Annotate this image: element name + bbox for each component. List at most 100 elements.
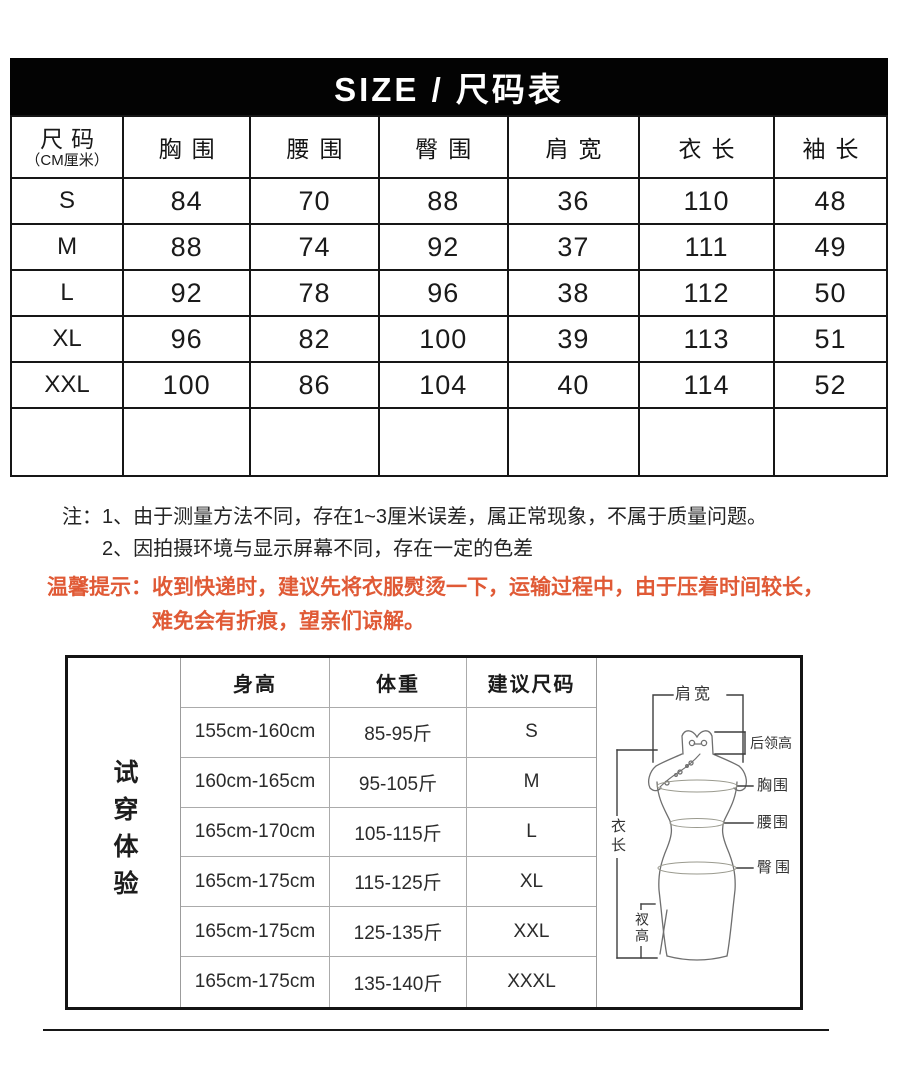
waist-value: 82: [249, 315, 380, 363]
fit-table-grid: 身高 体重 建议尺码 155cm-160cm 85-95斤 S 160cm-16…: [181, 658, 597, 1007]
waist-value: 70: [249, 177, 380, 225]
fit-weight: 85-95斤: [330, 708, 467, 758]
fit-table-side-label: 试穿体验: [110, 758, 138, 907]
size-table-header-size: 尺码 （CM厘米）: [9, 115, 125, 179]
size-table-header-row: 尺码 （CM厘米） 胸围 腰围 臀围 肩宽 衣长 袖长: [9, 115, 889, 179]
measurement-notes: 注： 1、由于测量方法不同，存在1~3厘米误差，属正常现象，不属于质量问题。 2…: [62, 501, 767, 565]
fit-height: 165cm-170cm: [181, 807, 330, 858]
size-label: XL: [9, 315, 125, 363]
fit-header-size: 建议尺码: [467, 658, 596, 708]
table-row: L 92 78 96 38 112 50: [9, 269, 889, 317]
note-item-2: 2、因拍摄环境与显示屏幕不同，存在一定的色差: [102, 538, 534, 560]
bust-label: 胸围: [757, 777, 790, 794]
length-value: 112: [638, 269, 775, 317]
fit-size: XL: [467, 857, 596, 908]
size-label: L: [9, 269, 125, 317]
hip-value: 96: [377, 269, 509, 317]
qipao-diagram: 肩宽 后领高 胸围 腰围 臀围 衣长 衩高: [597, 658, 800, 1007]
fit-weight: 105-115斤: [330, 807, 467, 858]
notes-prefix: 注：: [62, 506, 102, 528]
hip-value: 92: [377, 223, 509, 271]
fit-size: M: [467, 758, 596, 808]
sleeve-value: 52: [772, 361, 889, 409]
hip-value: 88: [377, 177, 509, 225]
garment-length-label: 衣长: [609, 816, 626, 858]
fit-weight: 135-140斤: [330, 957, 467, 1007]
fit-size: XXL: [467, 907, 596, 958]
slit-height-label: 衩高: [633, 910, 650, 946]
fit-height: 165cm-175cm: [181, 907, 330, 958]
waist-label: 腰围: [757, 814, 790, 831]
note-item-1: 1、由于测量方法不同，存在1~3厘米误差，属正常现象，不属于质量问题。: [102, 506, 768, 528]
bust-value: 88: [122, 223, 252, 271]
waist-value: 86: [249, 361, 380, 409]
length-value: 113: [638, 315, 775, 363]
sleeve-value: 49: [772, 223, 889, 271]
bust-value: 96: [122, 315, 252, 363]
fit-size: S: [467, 708, 596, 758]
fit-size: XXXL: [507, 971, 556, 993]
length-value: 114: [638, 361, 775, 409]
hip-label: 臀围: [757, 859, 794, 876]
qipao-outline-drawing: [616, 694, 754, 961]
size-table-header-sleeve: 袖长: [772, 115, 889, 179]
bust-value: 84: [122, 177, 252, 225]
warm-tip-label: 温馨提示：: [47, 576, 152, 599]
table-row: M 88 74 92 37 111 49: [9, 223, 889, 271]
fit-weight: 115-125斤: [330, 857, 467, 908]
shoulder-value: 36: [506, 177, 641, 225]
sleeve-value: 50: [772, 269, 889, 317]
waist-value: 74: [249, 223, 380, 271]
size-label: M: [9, 223, 125, 271]
fit-weight: 125-135斤: [330, 907, 467, 958]
fit-header-height: 身高: [181, 658, 330, 708]
shoulder-width-label: 肩宽: [675, 686, 714, 703]
fit-weight: 95-105斤: [330, 757, 467, 808]
bottom-divider: [43, 1029, 829, 1031]
fit-table-side-cell: 试穿体验: [68, 658, 181, 1007]
page-title: SIZE / 尺码表: [334, 70, 564, 108]
table-row: S 84 70 88 36 110 48: [9, 177, 889, 225]
length-value: 111: [638, 223, 775, 271]
size-table-header-hip: 臀围: [377, 115, 509, 179]
shoulder-value: 37: [506, 223, 641, 271]
table-row: XL 96 82 100 39 113 51: [9, 315, 889, 363]
size-table-header-bust: 胸围: [122, 115, 252, 179]
warm-tip-body: 收到快递时，建议先将衣服熨烫一下，运输过程中，由于压着时间较长， 难免会有折痕，…: [152, 571, 824, 639]
size-header-line2: （CM厘米）: [25, 151, 109, 169]
size-table-header-shoulder: 肩宽: [506, 115, 641, 179]
hip-value: 104: [377, 361, 509, 409]
warm-tip-line-2: 难免会有折痕，望亲们谅解。: [152, 610, 425, 633]
warm-tip-line-1: 收到快递时，建议先将衣服熨烫一下，运输过程中，由于压着时间较长，: [152, 576, 824, 599]
bust-value: 92: [122, 269, 252, 317]
size-header-line1: 尺码: [40, 125, 103, 152]
notes-body: 1、由于测量方法不同，存在1~3厘米误差，属正常现象，不属于质量问题。 2、因拍…: [102, 501, 767, 565]
fit-height: 165cm-175cm: [181, 957, 330, 1007]
title-banner: SIZE / 尺码表: [10, 58, 888, 115]
shoulder-value: 39: [506, 315, 641, 363]
shoulder-value: 40: [506, 361, 641, 409]
size-table: 尺码 （CM厘米） 胸围 腰围 臀围 肩宽 衣长 袖长 S 84 70 88 3…: [9, 115, 889, 477]
size-table-header-length: 衣长: [638, 115, 775, 179]
waist-value: 78: [249, 269, 380, 317]
empty-table-row: [9, 407, 889, 477]
size-label: XXL: [9, 361, 125, 409]
fit-table: 试穿体验 身高 体重 建议尺码 155cm-160cm 85-95斤 S 160…: [65, 655, 803, 1010]
bust-value: 100: [122, 361, 252, 409]
table-row: XXL 100 86 104 40 114 52: [9, 361, 889, 409]
sleeve-value: 48: [772, 177, 889, 225]
fit-size: L: [467, 808, 596, 858]
size-table-header-waist: 腰围: [249, 115, 380, 179]
hip-value: 100: [377, 315, 509, 363]
length-value: 110: [638, 177, 775, 225]
fit-height: 155cm-160cm: [181, 708, 330, 758]
fit-header-weight: 体重: [330, 658, 467, 708]
warm-tip: 温馨提示： 收到快递时，建议先将衣服熨烫一下，运输过程中，由于压着时间较长， 难…: [47, 571, 824, 639]
size-label: S: [9, 177, 125, 225]
shoulder-value: 38: [506, 269, 641, 317]
sleeve-value: 51: [772, 315, 889, 363]
fit-height: 160cm-165cm: [181, 757, 330, 808]
back-collar-height-label: 后领高: [750, 735, 792, 752]
fit-height: 165cm-175cm: [181, 857, 330, 908]
